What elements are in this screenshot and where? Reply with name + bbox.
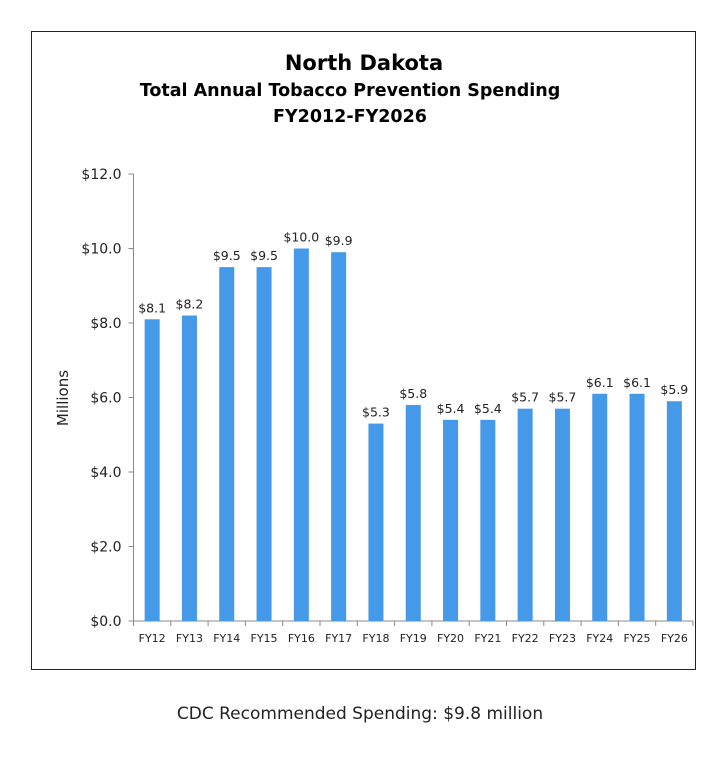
bar-FY14 bbox=[219, 267, 235, 621]
y-tick-label: $4.0 bbox=[90, 465, 121, 481]
chart-subtitle-2: FY2012-FY2026 bbox=[273, 107, 427, 127]
x-tick-label-FY12: FY12 bbox=[139, 632, 166, 645]
chart-subtitle-1: Total Annual Tobacco Prevention Spending bbox=[140, 81, 561, 101]
x-tick-label-FY20: FY20 bbox=[437, 632, 464, 645]
bar-FY17 bbox=[331, 252, 347, 621]
chart-frame bbox=[31, 31, 696, 670]
bar-FY16 bbox=[293, 248, 309, 621]
data-label-FY26: $5.9 bbox=[660, 382, 688, 397]
data-label-FY24: $6.1 bbox=[586, 375, 614, 390]
data-label-FY12: $8.1 bbox=[138, 300, 166, 315]
bar-FY20 bbox=[443, 419, 459, 621]
y-tick-label: $2.0 bbox=[90, 540, 121, 556]
data-label-FY22: $5.7 bbox=[511, 390, 539, 405]
y-tick-label: $10.0 bbox=[81, 242, 121, 258]
bar-chart: North Dakota Total Annual Tobacco Preven… bbox=[54, 51, 694, 645]
x-tick-label-FY13: FY13 bbox=[176, 632, 203, 645]
data-label-FY25: $6.1 bbox=[623, 375, 651, 390]
data-label-FY17: $9.9 bbox=[325, 233, 353, 248]
bar-FY19 bbox=[405, 404, 421, 621]
bar-FY21 bbox=[480, 419, 496, 621]
data-label-FY16: $10.0 bbox=[283, 230, 319, 245]
data-label-FY20: $5.4 bbox=[437, 401, 465, 416]
chart-title: North Dakota bbox=[285, 51, 443, 75]
x-tick-label-FY21: FY21 bbox=[474, 632, 501, 645]
bar-FY13 bbox=[181, 315, 197, 621]
x-tick-label-FY24: FY24 bbox=[586, 632, 613, 645]
y-tick-label: $0.0 bbox=[90, 614, 121, 630]
x-tick-label-FY19: FY19 bbox=[400, 632, 427, 645]
y-axis-label: Millions bbox=[54, 370, 72, 426]
y-tick-label: $12.0 bbox=[81, 167, 121, 183]
bar-FY24 bbox=[592, 393, 608, 621]
x-tick-label-FY15: FY15 bbox=[251, 632, 278, 645]
y-tick-label: $6.0 bbox=[90, 391, 121, 407]
bar-FY23 bbox=[554, 408, 570, 621]
footnote: CDC Recommended Spending: $9.8 million bbox=[176, 704, 544, 724]
data-label-FY13: $8.2 bbox=[176, 297, 204, 312]
bar-FY12 bbox=[144, 319, 160, 621]
bar-FY18 bbox=[368, 423, 384, 621]
x-tick-label-FY23: FY23 bbox=[549, 632, 576, 645]
bar-FY15 bbox=[256, 267, 272, 621]
data-label-FY14: $9.5 bbox=[213, 248, 241, 263]
x-tick-label-FY26: FY26 bbox=[661, 632, 688, 645]
data-label-FY19: $5.8 bbox=[399, 386, 427, 401]
bar-FY25 bbox=[629, 393, 645, 621]
x-tick-label-FY18: FY18 bbox=[362, 632, 389, 645]
x-tick-label-FY22: FY22 bbox=[512, 632, 539, 645]
data-label-FY21: $5.4 bbox=[474, 401, 502, 416]
data-label-FY18: $5.3 bbox=[362, 405, 390, 420]
bar-FY26 bbox=[666, 401, 682, 621]
x-tick-label-FY16: FY16 bbox=[288, 632, 315, 645]
x-tick-label-FY14: FY14 bbox=[213, 632, 240, 645]
x-tick-label-FY17: FY17 bbox=[325, 632, 352, 645]
bar-FY22 bbox=[517, 408, 533, 621]
data-label-FY23: $5.7 bbox=[549, 390, 577, 405]
data-label-FY15: $9.5 bbox=[250, 248, 278, 263]
y-tick-label: $8.0 bbox=[90, 316, 121, 332]
x-tick-label-FY25: FY25 bbox=[624, 632, 651, 645]
